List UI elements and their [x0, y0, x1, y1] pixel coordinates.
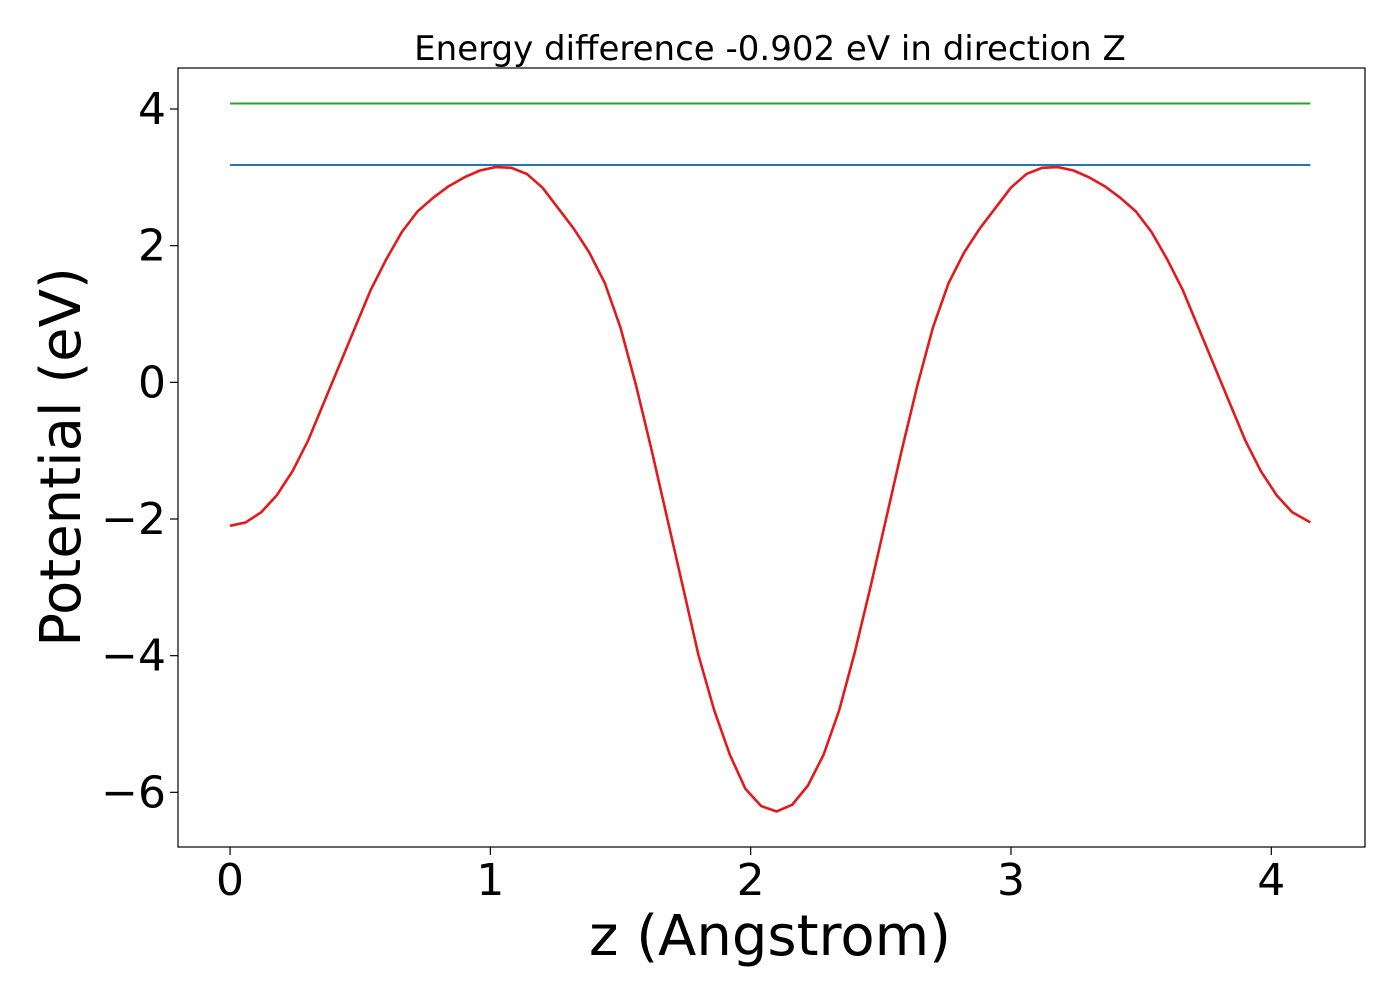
x-tick-label: 1: [476, 855, 504, 906]
plot-frame: [177, 67, 1366, 848]
y-tick-label: 0: [138, 357, 166, 408]
x-tick-label: 4: [1257, 855, 1285, 906]
y-axis-label: Potential (eV): [29, 267, 94, 647]
y-tick-label: −2: [101, 494, 166, 545]
y-tick-label: 4: [138, 84, 166, 135]
x-axis-label: z (Angstrom): [589, 904, 951, 969]
x-tick-label: 0: [216, 855, 244, 906]
series-layer: [229, 102, 1311, 813]
y-tick-label: −4: [101, 631, 166, 682]
y-tick-label: 2: [138, 221, 166, 272]
ticks-layer: 0 1 2 3 4 4 2 0 −2 −4 −6: [101, 84, 1285, 906]
series-line-2: [229, 165, 1311, 813]
x-tick-label: 2: [737, 855, 765, 906]
chart-title: Energy difference -0.902 eV in direction…: [414, 29, 1126, 69]
x-tick-label: 3: [997, 855, 1025, 906]
y-tick-label: −6: [101, 767, 166, 818]
